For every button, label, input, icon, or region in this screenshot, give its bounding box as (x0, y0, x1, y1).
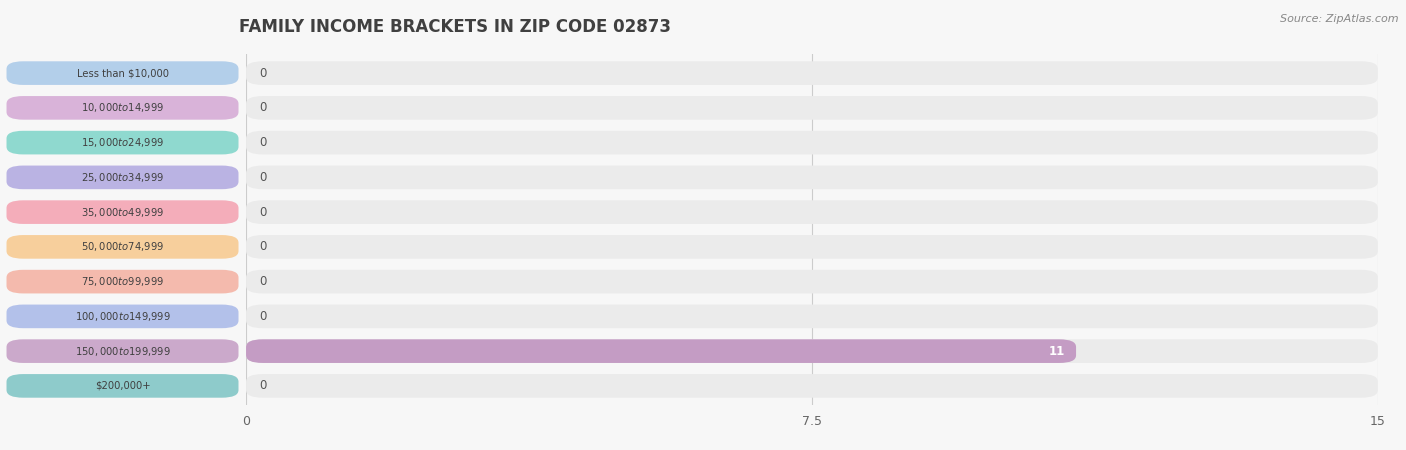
Text: $200,000+: $200,000+ (94, 381, 150, 391)
FancyBboxPatch shape (7, 305, 239, 328)
Text: 0: 0 (260, 240, 267, 253)
Text: 11: 11 (1049, 345, 1064, 358)
Text: 0: 0 (260, 101, 267, 114)
FancyBboxPatch shape (7, 200, 239, 224)
FancyBboxPatch shape (7, 131, 239, 154)
FancyBboxPatch shape (246, 374, 1378, 398)
Text: $15,000 to $24,999: $15,000 to $24,999 (82, 136, 165, 149)
FancyBboxPatch shape (7, 270, 239, 293)
FancyBboxPatch shape (7, 339, 239, 363)
Text: 0: 0 (260, 67, 267, 80)
FancyBboxPatch shape (246, 305, 1378, 328)
Text: 0: 0 (260, 379, 267, 392)
Text: FAMILY INCOME BRACKETS IN ZIP CODE 02873: FAMILY INCOME BRACKETS IN ZIP CODE 02873 (239, 18, 671, 36)
FancyBboxPatch shape (246, 200, 1378, 224)
FancyBboxPatch shape (246, 339, 1076, 363)
FancyBboxPatch shape (246, 131, 1378, 154)
Text: 0: 0 (260, 310, 267, 323)
Text: $50,000 to $74,999: $50,000 to $74,999 (82, 240, 165, 253)
FancyBboxPatch shape (7, 61, 239, 85)
Text: $75,000 to $99,999: $75,000 to $99,999 (82, 275, 165, 288)
Text: $10,000 to $14,999: $10,000 to $14,999 (82, 101, 165, 114)
FancyBboxPatch shape (246, 96, 1378, 120)
Text: $100,000 to $149,999: $100,000 to $149,999 (75, 310, 170, 323)
Text: Less than $10,000: Less than $10,000 (76, 68, 169, 78)
Text: 0: 0 (260, 206, 267, 219)
FancyBboxPatch shape (246, 270, 1378, 293)
FancyBboxPatch shape (246, 61, 1378, 85)
FancyBboxPatch shape (7, 96, 239, 120)
FancyBboxPatch shape (246, 235, 1378, 259)
FancyBboxPatch shape (246, 166, 1378, 189)
FancyBboxPatch shape (7, 166, 239, 189)
FancyBboxPatch shape (246, 339, 1378, 363)
Text: 0: 0 (260, 136, 267, 149)
Text: 0: 0 (260, 171, 267, 184)
FancyBboxPatch shape (7, 235, 239, 259)
FancyBboxPatch shape (7, 374, 239, 398)
Text: Source: ZipAtlas.com: Source: ZipAtlas.com (1281, 14, 1399, 23)
Text: $35,000 to $49,999: $35,000 to $49,999 (82, 206, 165, 219)
Text: 0: 0 (260, 275, 267, 288)
Text: $150,000 to $199,999: $150,000 to $199,999 (75, 345, 170, 358)
Text: $25,000 to $34,999: $25,000 to $34,999 (82, 171, 165, 184)
